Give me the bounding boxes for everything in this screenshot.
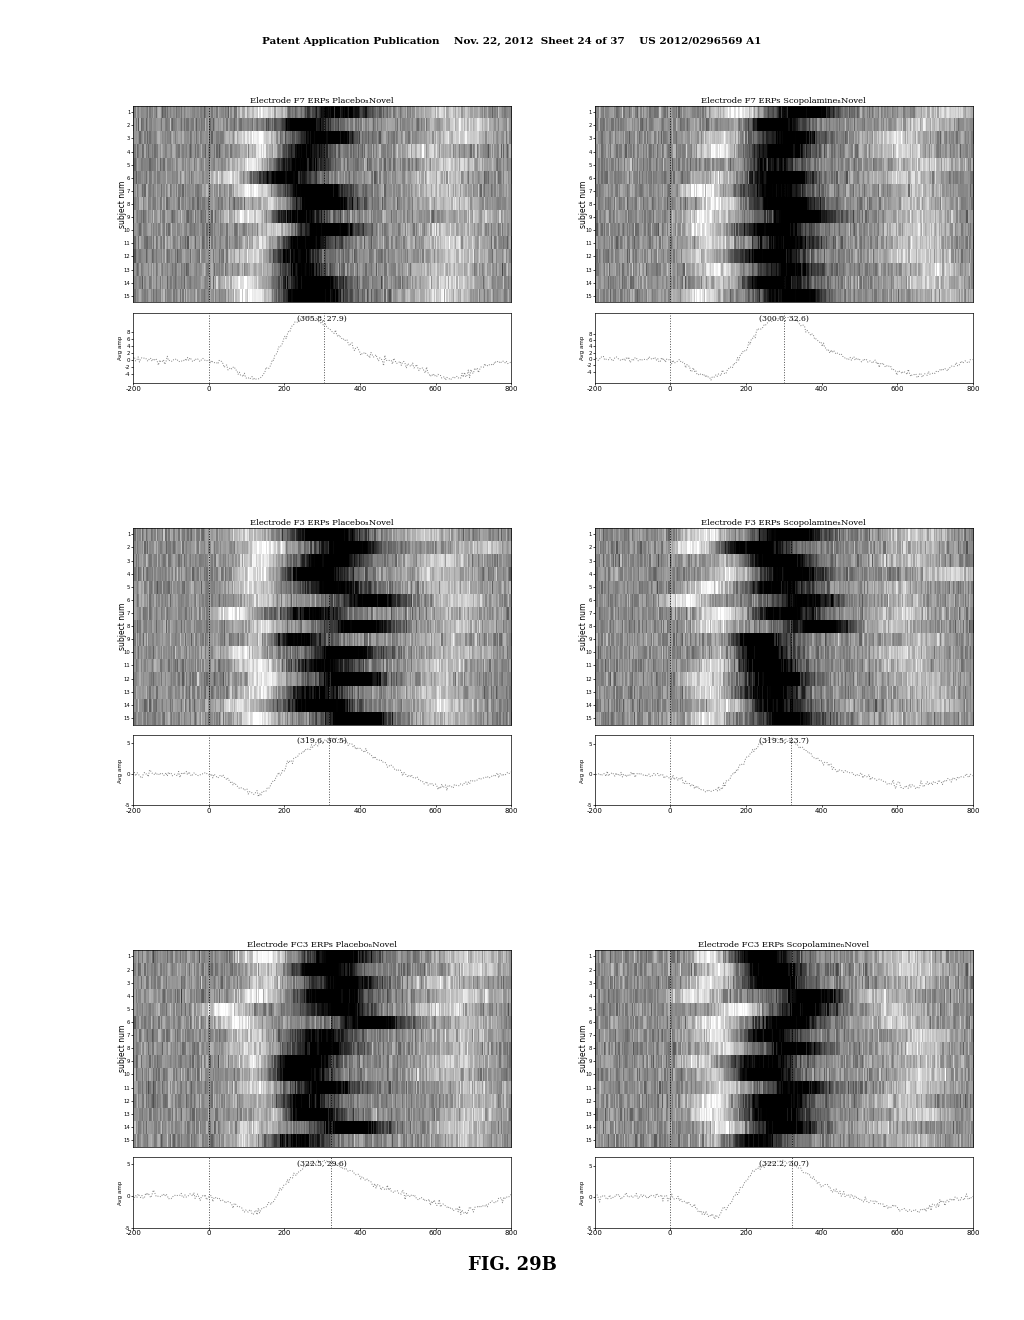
Y-axis label: subject num: subject num	[118, 181, 127, 227]
Title: Electrode F7 ERPs PlaceboₙNovel: Electrode F7 ERPs PlaceboₙNovel	[251, 96, 394, 104]
Y-axis label: Avg amp: Avg amp	[580, 1180, 585, 1205]
Title: Electrode F7 ERPs ScopolamineₙNovel: Electrode F7 ERPs ScopolamineₙNovel	[701, 96, 866, 104]
Y-axis label: Avg amp: Avg amp	[119, 1180, 124, 1205]
Text: (319.6, 30.5): (319.6, 30.5)	[297, 738, 347, 746]
Y-axis label: Avg amp: Avg amp	[580, 758, 585, 783]
Y-axis label: subject num: subject num	[118, 602, 127, 649]
Y-axis label: subject num: subject num	[580, 602, 588, 649]
Y-axis label: Avg amp: Avg amp	[580, 337, 585, 360]
Y-axis label: subject num: subject num	[580, 1024, 588, 1072]
Text: (322.2, 30.7): (322.2, 30.7)	[759, 1159, 809, 1167]
Text: (300.0, 32.6): (300.0, 32.6)	[759, 315, 809, 323]
Title: Electrode F3 ERPs ScopolamineₙNovel: Electrode F3 ERPs ScopolamineₙNovel	[701, 519, 866, 527]
Y-axis label: Avg amp: Avg amp	[119, 337, 124, 360]
Text: Patent Application Publication    Nov. 22, 2012  Sheet 24 of 37    US 2012/02965: Patent Application Publication Nov. 22, …	[262, 37, 762, 46]
Y-axis label: subject num: subject num	[580, 181, 588, 227]
Title: Electrode F3 ERPs PlaceboₙNovel: Electrode F3 ERPs PlaceboₙNovel	[251, 519, 394, 527]
Text: (319.5, 23.7): (319.5, 23.7)	[759, 738, 809, 746]
Y-axis label: subject num: subject num	[118, 1024, 127, 1072]
Y-axis label: Avg amp: Avg amp	[119, 758, 124, 783]
Text: (322.5, 29.6): (322.5, 29.6)	[297, 1159, 347, 1167]
Title: Electrode FC3 ERPs ScopolamineₙNovel: Electrode FC3 ERPs ScopolamineₙNovel	[698, 941, 869, 949]
Title: Electrode FC3 ERPs PlaceboₙNovel: Electrode FC3 ERPs PlaceboₙNovel	[247, 941, 397, 949]
Text: FIG. 29B: FIG. 29B	[468, 1255, 556, 1274]
Text: (305.8, 27.9): (305.8, 27.9)	[297, 315, 347, 323]
